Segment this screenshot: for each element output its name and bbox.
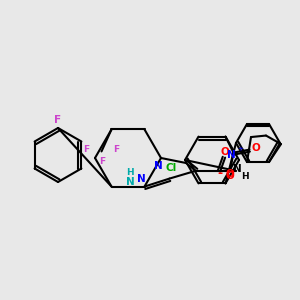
Text: N: N <box>227 150 236 160</box>
Text: O: O <box>220 147 229 157</box>
Text: H: H <box>241 172 249 181</box>
Text: N: N <box>126 177 134 187</box>
Text: -: - <box>217 167 222 180</box>
Text: N: N <box>154 161 162 171</box>
Text: +: + <box>238 146 243 152</box>
Text: F: F <box>83 145 90 154</box>
Text: N: N <box>137 174 146 184</box>
Text: O: O <box>251 142 260 153</box>
Text: F: F <box>113 145 120 154</box>
Text: N: N <box>233 164 242 174</box>
Text: Cl: Cl <box>166 163 177 172</box>
Text: F: F <box>54 115 61 125</box>
Text: H: H <box>126 168 134 177</box>
Text: O: O <box>225 171 234 181</box>
Text: F: F <box>99 157 106 166</box>
Text: O: O <box>225 169 234 179</box>
